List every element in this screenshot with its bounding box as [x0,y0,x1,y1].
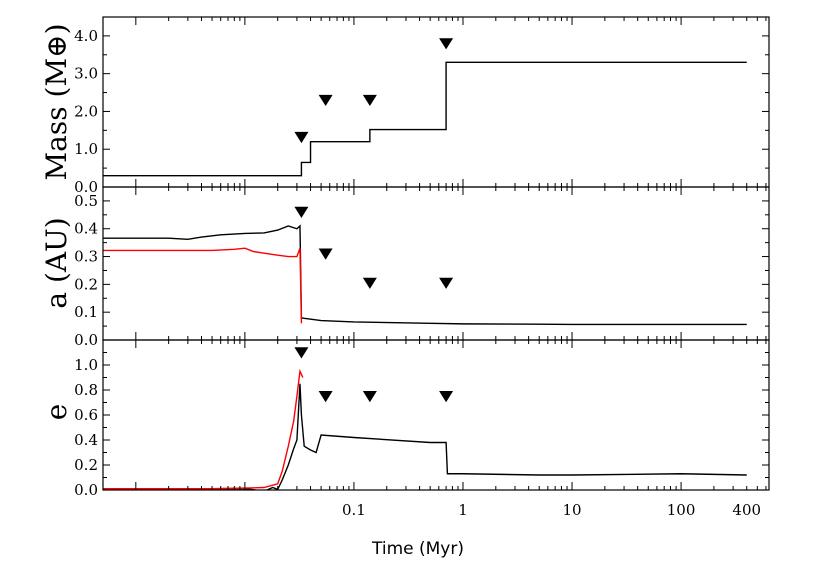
axes-frame-mass [102,16,770,188]
y-tick-label-semimajor-0: 0.0 [74,331,98,349]
series-line-eccentricity-0 [103,383,747,490]
x-axis-label: Time (Myr) [371,539,464,559]
y-tick-label-mass-3: 3.0 [74,65,98,83]
x-tick-label-1: 1 [458,501,468,519]
event-marker-semimajor-3 [439,277,454,289]
event-marker-mass-2 [362,94,377,107]
y-tick-label-semimajor-2: 0.2 [74,275,98,293]
x-tick-label-3: 100 [667,501,696,519]
event-marker-mass-1 [318,94,333,107]
series-line-mass-0 [103,61,747,177]
event-marker-semimajor-2 [362,277,377,289]
series-line-semimajor-1 [103,247,303,324]
event-marker-semimajor-1 [318,248,333,260]
y-tick-label-mass-0: 0.0 [74,178,98,196]
x-tick-label-2: 10 [562,501,581,519]
axes-frame-semimajor [102,186,770,341]
y-tick-label-eccentricity-3: 0.6 [74,406,98,424]
event-marker-semimajor-0 [294,206,309,218]
y-axis-label-mass: Mass (M⊕) [40,24,73,181]
y-tick-label-eccentricity-4: 0.8 [74,381,98,399]
y-tick-label-mass-4: 4.0 [74,27,98,45]
event-marker-eccentricity-3 [439,391,454,403]
y-tick-label-semimajor-3: 0.3 [74,248,98,266]
y-tick-label-semimajor-5: 0.5 [74,192,98,210]
panel-semimajor: 0.0 0.1 0.2 0.3 0.4 0.5a (AU) [40,186,770,349]
panel-eccentricity: 0.0 0.2 0.4 0.6 0.8 1.0 e [40,339,770,499]
x-tick-label-0: 0.1 [342,501,366,519]
event-marker-eccentricity-0 [294,347,309,359]
event-marker-mass-3 [439,38,454,50]
y-tick-label-eccentricity-2: 0.4 [74,431,98,449]
x-tick-label-4: 400 [732,501,761,519]
y-tick-label-eccentricity-1: 0.2 [74,456,98,474]
y-tick-label-eccentricity-0: 0.0 [74,481,98,499]
y-tick-label-mass-1: 1.0 [74,140,98,158]
y-tick-label-semimajor-1: 0.1 [74,303,98,321]
axes-frame-eccentricity [102,339,770,491]
series-line-eccentricity-1 [103,368,304,490]
y-axis-label-eccentricity: e [40,404,73,421]
y-tick-label-mass-2: 2.0 [74,102,98,120]
y-tick-label-eccentricity-5: 1.0 [74,356,98,374]
y-tick-label-semimajor-4: 0.4 [74,220,98,238]
y-axis-label-semimajor: a (AU) [40,217,73,308]
event-marker-eccentricity-2 [362,391,377,403]
event-marker-mass-0 [294,131,309,144]
event-marker-eccentricity-1 [318,391,333,403]
series-line-semimajor-0 [103,224,747,326]
